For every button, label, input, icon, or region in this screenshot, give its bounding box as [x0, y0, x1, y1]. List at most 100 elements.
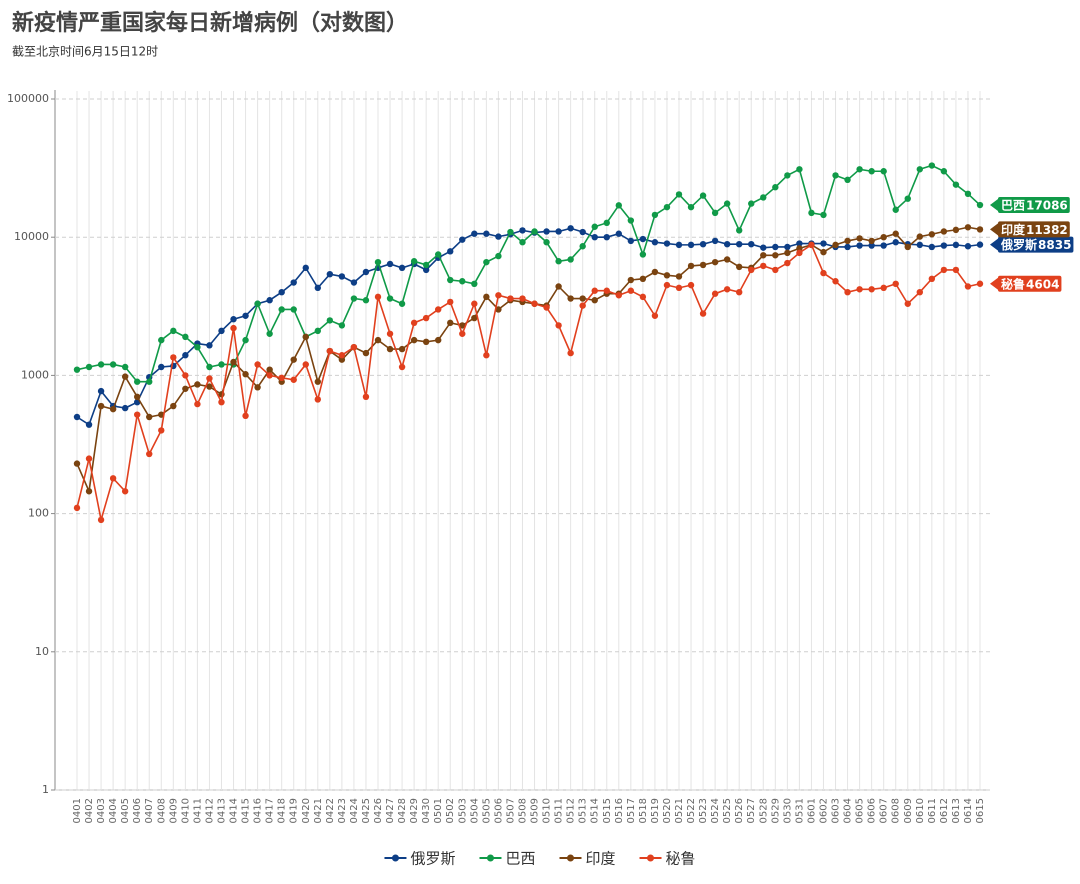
data-point [543, 239, 550, 246]
data-point [459, 330, 466, 337]
x-tick-label: 0514 [590, 798, 601, 823]
data-point [338, 273, 346, 280]
data-point [146, 378, 153, 385]
x-tick-label: 0611 [927, 798, 938, 823]
data-point [435, 251, 442, 258]
data-point [675, 284, 683, 292]
data-point [459, 322, 466, 329]
data-point [314, 327, 321, 335]
data-point [85, 421, 93, 428]
data-point [687, 262, 695, 270]
x-tick-label: 0401 [72, 798, 83, 823]
data-point [422, 314, 430, 322]
data-point [314, 396, 321, 403]
data-point [218, 361, 225, 368]
data-point [711, 237, 719, 245]
data-point [952, 181, 960, 188]
data-point [447, 276, 454, 284]
data-point [278, 288, 285, 296]
data-point [952, 226, 960, 234]
data-point [326, 317, 334, 324]
data-point [495, 292, 502, 299]
data-point [675, 191, 683, 198]
data-point [579, 302, 586, 309]
data-point [820, 248, 827, 256]
data-point [567, 225, 574, 232]
x-tick-label: 0610 [915, 798, 926, 823]
data-point [435, 306, 442, 313]
data-point [952, 266, 960, 274]
x-tick-label: 0409 [168, 798, 179, 823]
data-point [591, 234, 598, 241]
data-point [639, 251, 647, 258]
data-point [868, 286, 875, 293]
x-tick-label: 0427 [385, 798, 396, 823]
data-point [555, 322, 562, 329]
data-point [302, 264, 309, 272]
x-tick-label: 0529 [770, 798, 781, 823]
data-point [976, 280, 984, 287]
x-tick-label: 0522 [686, 798, 697, 823]
data-point [639, 275, 647, 283]
x-tick-label: 0502 [445, 798, 456, 823]
end-label-name: 俄罗斯 [1000, 237, 1037, 252]
data-point [519, 295, 526, 302]
data-point [844, 176, 851, 184]
data-point [567, 349, 574, 357]
x-tick-label: 0511 [554, 798, 565, 823]
x-tick-label: 0501 [433, 798, 444, 823]
x-tick-label: 0405 [120, 798, 131, 823]
legend-label: 巴西 [505, 850, 535, 868]
x-tick-label: 0422 [325, 798, 336, 823]
data-point [483, 293, 490, 301]
data-point [495, 306, 502, 313]
data-point [880, 242, 887, 249]
data-point [471, 230, 478, 237]
data-point [784, 259, 791, 267]
data-point [723, 286, 731, 293]
data-point [194, 343, 201, 351]
data-point [784, 172, 791, 179]
end-label: 巴西 17086 [998, 197, 1070, 214]
data-point [471, 280, 478, 288]
x-tick-label: 0428 [397, 798, 408, 823]
x-tick-label: 0504 [469, 798, 480, 823]
data-point [928, 231, 936, 238]
data-point [772, 266, 779, 274]
data-point [940, 168, 948, 175]
data-point [338, 352, 346, 359]
data-point [507, 228, 514, 236]
data-point [711, 209, 719, 217]
x-tick-label: 0512 [566, 798, 577, 823]
data-point [170, 402, 177, 410]
end-label-value: 4604 [1026, 277, 1059, 291]
x-tick-label: 0530 [782, 798, 793, 823]
data-point [868, 242, 875, 249]
end-label-pointer [990, 277, 998, 290]
data-point [591, 287, 598, 294]
data-point [314, 378, 321, 385]
data-point [904, 195, 911, 202]
data-point [121, 488, 129, 495]
data-point [374, 293, 382, 301]
data-point [146, 413, 153, 421]
data-point [796, 245, 803, 252]
data-point [868, 168, 875, 175]
x-tick-label: 0412 [204, 798, 215, 823]
data-point [242, 336, 249, 344]
end-label-value: 8835 [1038, 238, 1071, 252]
data-point [386, 345, 394, 353]
data-point [663, 272, 671, 279]
end-label-box [998, 236, 1074, 253]
data-point [97, 361, 105, 368]
legend-label: 印度 [586, 850, 616, 868]
data-point [615, 292, 622, 299]
data-point [784, 249, 791, 257]
data-point [675, 241, 683, 249]
series-line [76, 243, 981, 521]
data-point [880, 234, 887, 241]
end-label: 俄罗斯 8835 [998, 236, 1074, 253]
data-point [748, 200, 755, 207]
data-point [398, 264, 406, 272]
x-tick-label: 0614 [963, 798, 974, 823]
